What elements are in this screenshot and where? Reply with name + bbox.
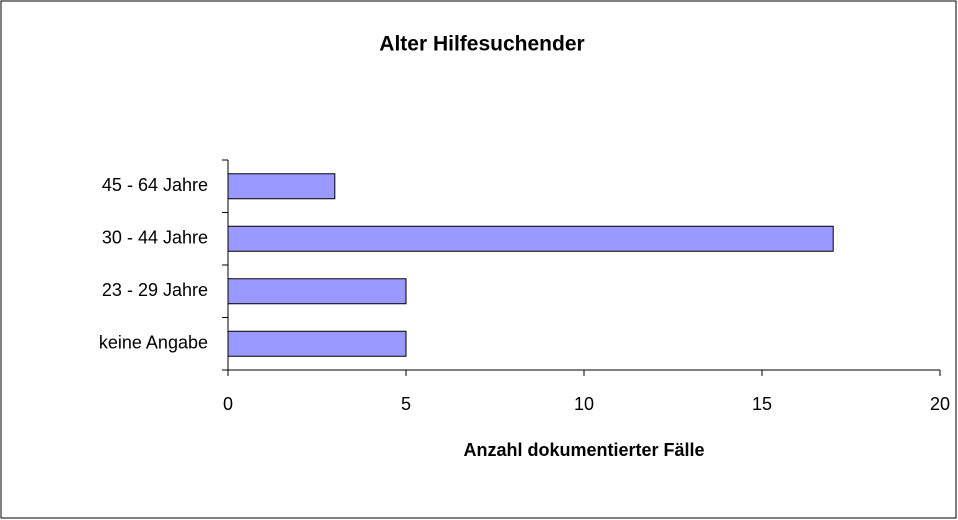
x-tick-label: 10 [574,394,594,414]
bar [227,173,336,200]
bar [227,330,407,357]
y-tick-label: keine Angabe [99,333,208,353]
x-axis-title: Anzahl dokumentierter Fälle [463,440,704,460]
x-tick-label: 5 [401,394,411,414]
x-tick-label: 15 [752,394,772,414]
y-tick-label: 23 - 29 Jahre [102,280,208,300]
y-tick-label: 30 - 44 Jahre [102,228,208,248]
y-tick-label: 45 - 64 Jahre [102,175,208,195]
bar [227,225,834,252]
x-tick-label: 20 [930,394,950,414]
x-tick-label: 0 [223,394,233,414]
chart-title: Alter Hilfesuchender [379,33,584,56]
bar [227,278,407,305]
